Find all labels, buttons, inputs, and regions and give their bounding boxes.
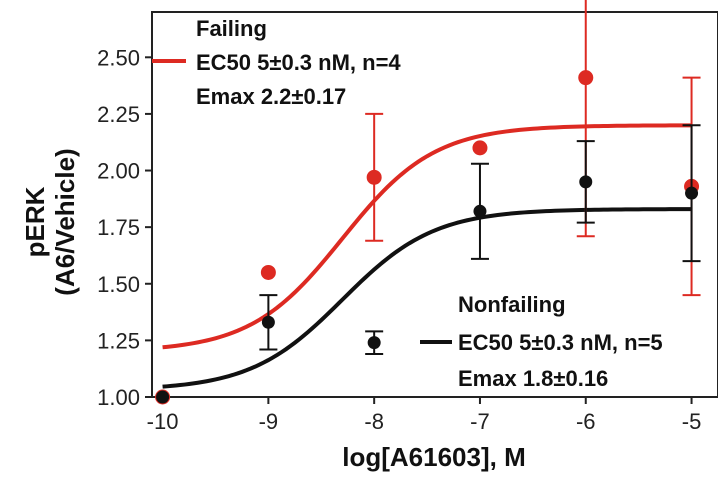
- point-nonfailing-2: [367, 336, 381, 350]
- legend-failing-emax: Emax 2.2±0.17: [196, 84, 346, 109]
- point-nonfailing-5: [685, 186, 699, 200]
- legend-failing-title: Failing: [196, 16, 267, 41]
- fit-curve-nonfailing: [162, 207, 692, 389]
- y-tick-label-1: 1.25: [97, 328, 140, 353]
- legend-nonfailing: Nonfailing EC50 5±0.3 nM, n=5 Emax 1.8±0…: [420, 292, 663, 391]
- y-tick-label-4: 2.00: [97, 159, 140, 184]
- x-tick-label-5: -5: [682, 409, 702, 434]
- y-tick-label-5: 2.25: [97, 102, 140, 127]
- x-tick-label-0: -10: [147, 409, 179, 434]
- point-failing-1: [260, 264, 276, 280]
- point-nonfailing-1: [261, 315, 275, 329]
- x-axis-label: log[A61603], M: [342, 442, 526, 472]
- legend-nonfailing-emax: Emax 1.8±0.16: [458, 366, 608, 391]
- legend-failing: Failing EC50 5±0.3 nM, n=4 Emax 2.2±0.17: [152, 16, 401, 109]
- y-axis-label: pERK (A6/Vehicle): [20, 148, 80, 295]
- point-failing-3: [472, 140, 488, 156]
- points-layer: [155, 0, 701, 405]
- y-axis-label-line1: pERK: [20, 186, 50, 257]
- x-tick-label-3: -7: [470, 409, 490, 434]
- legend-failing-ec50: EC50 5±0.3 nM, n=4: [196, 50, 401, 75]
- x-tick-label-4: -6: [576, 409, 596, 434]
- point-nonfailing-4: [579, 175, 593, 189]
- point-failing-4: [578, 70, 594, 86]
- y-tick-label-6: 2.50: [97, 45, 140, 70]
- point-nonfailing-3: [473, 204, 487, 218]
- y-tick-label-0: 1.00: [97, 385, 140, 410]
- x-tick-label-2: -8: [364, 409, 384, 434]
- x-tick-label-1: -9: [259, 409, 279, 434]
- plot-frame: [151, 11, 718, 398]
- legend-nonfailing-ec50: EC50 5±0.3 nM, n=5: [458, 330, 663, 355]
- y-tick-label-2: 1.50: [97, 272, 140, 297]
- fit-curve-failing: [162, 123, 692, 350]
- curves-layer: [162, 123, 692, 389]
- y-tick-label-3: 1.75: [97, 215, 140, 240]
- point-nonfailing-0: [156, 390, 170, 404]
- legend-nonfailing-title: Nonfailing: [458, 292, 566, 317]
- point-failing-2: [366, 169, 382, 185]
- axes-layer: -10 -9 -8 -7 -6 -5 1.00 1.25 1.50 1.75 2.00 2.25 2.5…: [97, 11, 718, 434]
- y-axis-label-line2: (A6/Vehicle): [50, 148, 80, 295]
